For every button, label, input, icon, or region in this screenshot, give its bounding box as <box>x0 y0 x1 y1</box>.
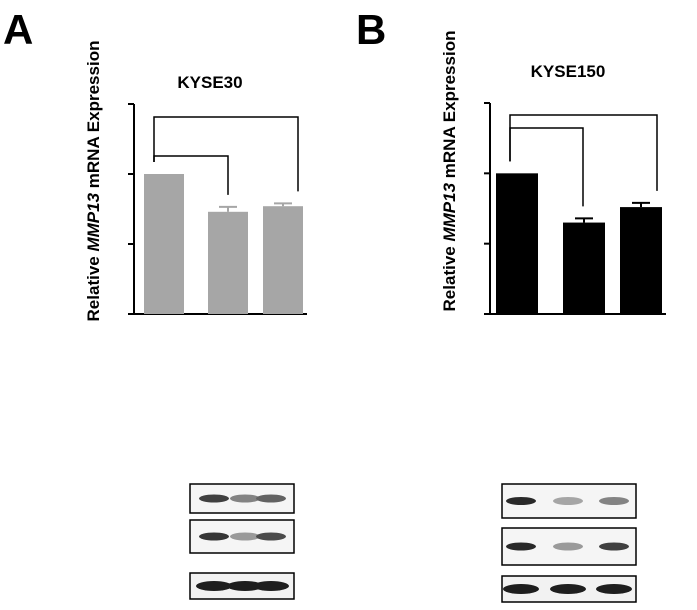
chart-bars <box>144 174 303 314</box>
significance-brackets <box>153 116 299 195</box>
bar-sisp1-2 <box>620 207 662 314</box>
panel-letter: B <box>356 6 386 53</box>
significance-bracket <box>153 116 299 192</box>
panel-a: A KYSE30 Relative MMP13 mRNA Expression <box>3 6 307 600</box>
panel-letter: A <box>3 6 33 53</box>
blot-band <box>553 497 583 505</box>
blot-band <box>503 584 539 594</box>
bar-sisp1-1 <box>563 222 605 314</box>
blot-band <box>199 532 229 541</box>
bar-sisp1-1 <box>208 211 248 314</box>
bar-nc-rna <box>496 173 538 314</box>
blot-band <box>230 494 260 503</box>
y-axis-label: Relative MMP13 mRNA Expression <box>84 41 103 322</box>
blot-band <box>506 542 536 551</box>
blot-band <box>256 494 286 503</box>
blot-band <box>596 584 632 594</box>
blot-band <box>227 581 263 591</box>
western-blot <box>501 483 637 603</box>
chart-bars <box>496 173 662 314</box>
blot-band <box>550 584 586 594</box>
blot-band <box>553 542 583 551</box>
blot-band <box>199 494 229 503</box>
chart-title: KYSE30 <box>177 73 242 92</box>
blot-band <box>599 497 629 505</box>
significance-brackets <box>509 114 658 207</box>
significance-bracket <box>509 114 658 191</box>
bar-nc-rna <box>144 174 184 314</box>
blot-band <box>253 581 289 591</box>
y-axis-label: Relative MMP13 mRNA Expression <box>440 31 459 312</box>
blot-band <box>256 532 286 541</box>
blot-band <box>599 542 629 551</box>
bar-sisp1-2 <box>263 206 303 314</box>
blot-band <box>230 532 260 541</box>
panel-b: B KYSE150 Relative MMP13 mRNA Expression <box>356 6 666 603</box>
blot-band <box>506 497 536 505</box>
western-blot <box>189 483 295 600</box>
blot-band <box>196 581 232 591</box>
chart-title: KYSE150 <box>531 62 606 81</box>
